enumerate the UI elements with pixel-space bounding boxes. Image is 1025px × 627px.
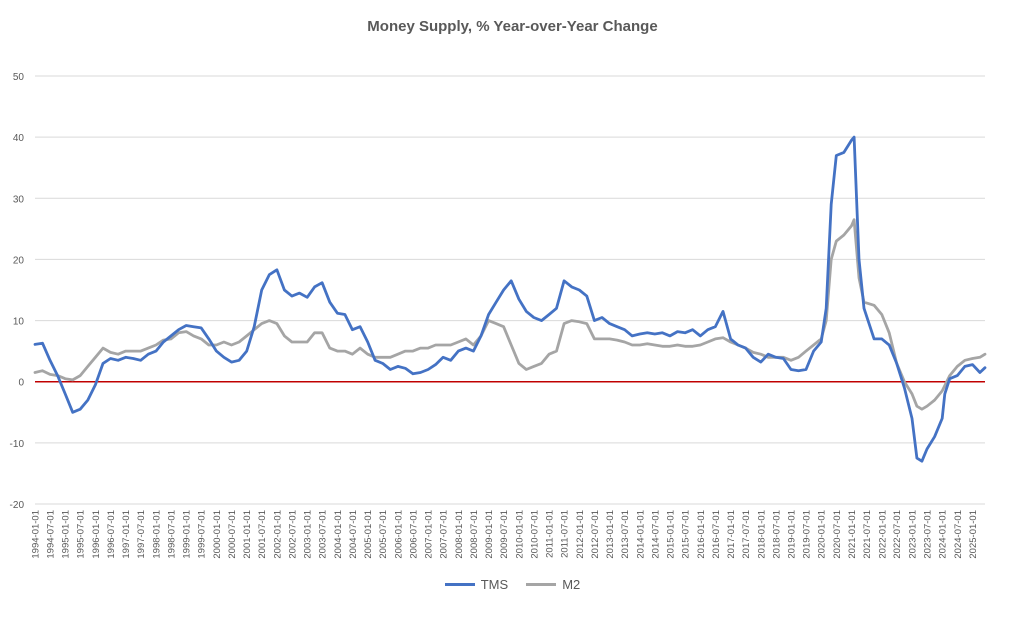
x-tick-label: 2019-07-01 [801,510,812,559]
y-tick-label: 40 [13,133,25,144]
legend-swatch-tms [444,583,475,586]
x-tick-label: 2010-01-01 [514,510,525,559]
x-tick-label: 2005-01-01 [363,510,374,559]
x-tick-label: 1999-07-01 [197,510,208,559]
legend-item-m2[interactable]: M2 [526,577,580,592]
x-tick-label: 2023-07-01 [922,510,933,559]
x-tick-label: 2012-07-01 [590,510,601,559]
x-tick-label: 2024-07-01 [953,510,964,559]
x-tick-label: 2016-07-01 [711,510,722,559]
x-tick-label: 1999-01-01 [182,510,193,559]
x-axis-tick-labels: 1994-01-01 1994-07-01 1995-01-01 1995-07-01… [31,510,979,559]
x-tick-label: 2009-01-01 [484,510,495,559]
x-tick-label: 1997-01-01 [121,510,132,559]
x-tick-label: 2018-07-01 [771,510,782,559]
x-tick-label: 2018-01-01 [756,510,767,559]
x-tick-label: 2025-01-01 [968,510,979,559]
x-tick-label: 2014-01-01 [635,510,646,559]
x-tick-label: 2001-01-01 [242,510,253,559]
legend: TMS M2 [0,577,1025,592]
x-tick-label: 1995-01-01 [61,510,72,559]
x-tick-label: 2006-07-01 [408,510,419,559]
x-tick-label: 2000-01-01 [212,510,223,559]
x-tick-label: 2002-01-01 [272,510,283,559]
y-tick-label: 10 [13,317,25,328]
x-tick-label: 1994-07-01 [45,510,56,559]
x-tick-label: 2015-07-01 [681,510,692,559]
x-tick-label: 2017-07-01 [741,510,752,559]
x-tick-label: 2019-01-01 [787,510,798,559]
y-tick-label: 30 [13,194,25,205]
x-tick-label: 2020-07-01 [832,510,843,559]
x-tick-label: 2022-07-01 [892,510,903,559]
x-tick-label: 2013-07-01 [620,510,631,559]
gridlines [35,75,985,505]
chart-title: Money Supply, % Year-over-Year Change [367,18,658,35]
x-tick-label: 2001-07-01 [257,510,268,559]
x-tick-label: 2004-01-01 [333,510,344,559]
x-tick-label: 2002-07-01 [287,510,298,559]
y-tick-label: 20 [13,255,25,266]
legend-swatch-m2 [526,583,557,586]
x-tick-label: 2023-01-01 [907,510,918,559]
x-tick-label: 2015-01-01 [666,510,677,559]
x-tick-label: 2021-01-01 [847,510,858,559]
series-line-m2 [33,218,987,411]
series-line-tms [33,135,987,463]
x-tick-label: 2024-01-01 [938,510,949,559]
x-tick-label: 2011-01-01 [545,510,556,558]
series-lines [33,135,987,463]
x-tick-label: 2022-01-01 [877,510,888,559]
x-tick-label: 1998-07-01 [166,510,177,559]
x-tick-label: 1996-01-01 [91,510,102,559]
x-tick-label: 2021-07-01 [862,510,873,559]
y-tick-label: 50 [13,72,25,83]
x-tick-label: 2014-07-01 [650,510,661,559]
y-tick-label: -10 [10,439,25,450]
x-tick-label: 2005-07-01 [378,510,389,559]
y-axis-tick-labels: -20 -10 0 10 20 30 40 50 [10,72,25,511]
legend-label-tms: TMS [480,577,509,592]
x-tick-label: 2008-07-01 [469,510,480,559]
x-tick-label: 2006-01-01 [393,510,404,559]
x-tick-label: 2003-07-01 [318,510,329,559]
x-tick-label: 2017-01-01 [726,510,737,559]
x-tick-label: 2007-07-01 [439,510,450,559]
x-tick-label: 2010-07-01 [529,510,540,559]
x-tick-label: 1997-07-01 [136,510,147,559]
x-tick-label: 2011-07-01 [560,510,571,558]
x-tick-label: 1998-01-01 [151,510,162,559]
x-tick-label: 1995-07-01 [76,510,87,559]
x-tick-label: 2012-01-01 [575,510,586,559]
x-tick-label: 2000-07-01 [227,510,238,559]
x-tick-label: 2007-01-01 [424,510,435,559]
x-tick-label: 2003-01-01 [303,510,314,559]
x-tick-label: 2016-01-01 [696,510,707,559]
x-tick-label: 2009-07-01 [499,510,510,559]
x-tick-label: 2020-01-01 [817,510,828,559]
legend-item-tms[interactable]: TMS [444,577,509,592]
legend-label-m2: M2 [562,577,581,592]
x-tick-label: 1996-07-01 [106,510,117,559]
y-tick-label: 0 [18,378,24,389]
x-tick-label: 2004-07-01 [348,510,359,559]
x-tick-label: 2013-01-01 [605,510,616,559]
x-tick-label: 2008-01-01 [454,510,465,559]
y-tick-label: -20 [10,500,25,511]
x-tick-label: 1994-01-01 [31,510,42,559]
